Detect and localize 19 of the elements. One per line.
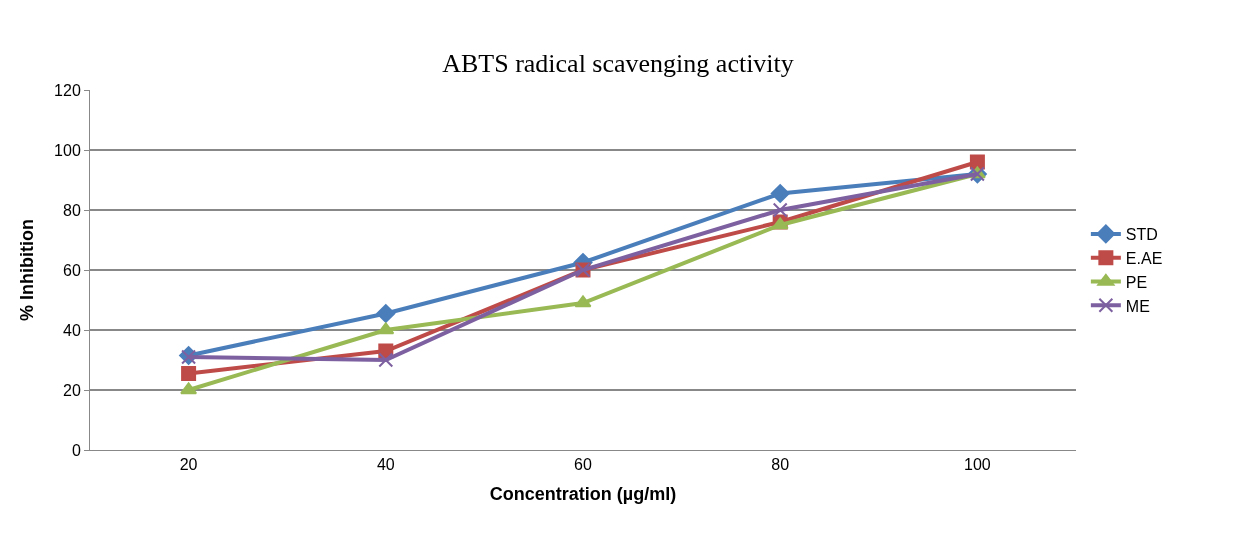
x-tick-label: 60	[574, 456, 592, 474]
y-tick-label: 0	[71, 441, 81, 459]
y-tick-label: 80	[63, 201, 81, 219]
x-tick-label: 20	[179, 456, 198, 474]
y-tick-label: 40	[63, 321, 81, 339]
y-axis-title: % Inhibition	[17, 219, 38, 321]
x-tick-label: 40	[376, 456, 395, 474]
y-tick-label: 20	[63, 381, 81, 399]
x-tick-label: 100	[964, 456, 991, 474]
legend-label: ME	[1125, 297, 1150, 315]
y-tick-label: 120	[54, 81, 81, 99]
y-tick-label: 60	[63, 261, 81, 279]
legend-label: PE	[1125, 273, 1148, 291]
y-tick-label: 100	[54, 141, 81, 159]
legend-label: STD	[1125, 226, 1158, 244]
chart-title: ABTS radical scavenging activity	[442, 49, 794, 79]
x-axis-title: Concentration (µg/ml)	[489, 484, 677, 505]
x-tick-label: 80	[771, 456, 790, 474]
legend-label: E.AE	[1125, 249, 1163, 267]
